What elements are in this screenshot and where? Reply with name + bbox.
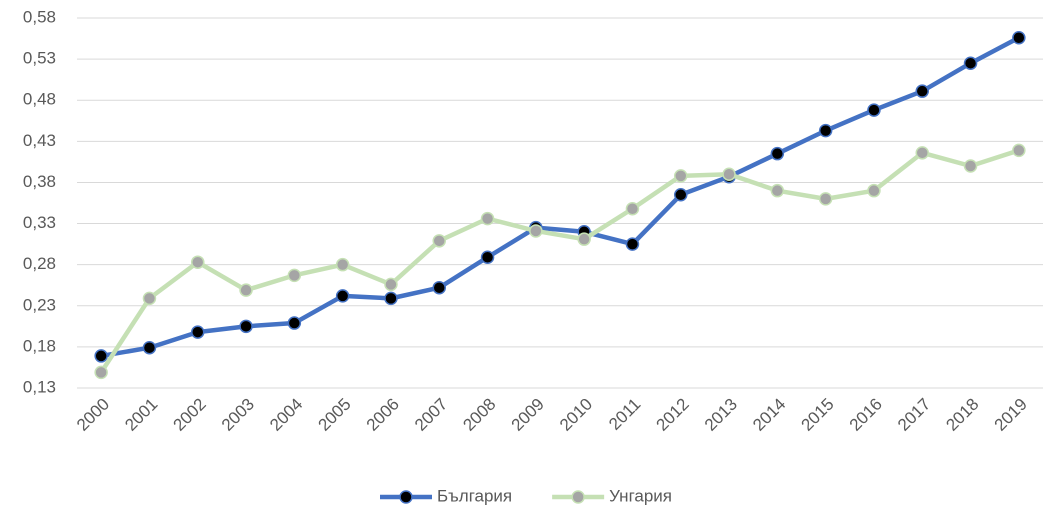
point-marker — [915, 84, 929, 98]
x-tick-label: 2017 — [894, 395, 934, 435]
point-marker — [335, 257, 350, 272]
y-tick-label: 0,23 — [23, 295, 56, 314]
point-marker — [770, 146, 785, 161]
point-marker — [480, 250, 495, 265]
point-marker — [1012, 143, 1026, 158]
point-marker — [963, 159, 978, 173]
x-tick-label: 2003 — [218, 395, 258, 435]
point-marker — [915, 146, 929, 160]
point-marker — [142, 340, 157, 355]
x-tick-label: 2010 — [556, 395, 596, 435]
point-marker — [625, 202, 640, 216]
point-marker — [432, 280, 446, 295]
point-marker — [384, 277, 398, 292]
point-marker — [94, 365, 108, 380]
point-marker — [239, 283, 253, 297]
point-marker — [674, 188, 688, 202]
point-marker — [94, 349, 108, 363]
x-tick-label: 2015 — [797, 395, 837, 435]
x-tick-label: 2018 — [942, 395, 982, 435]
point-marker — [529, 224, 543, 238]
x-tick-label: 2008 — [459, 395, 499, 435]
point-marker — [335, 289, 350, 303]
legend-label: България — [437, 486, 512, 505]
point-marker — [191, 255, 205, 269]
point-marker — [480, 211, 495, 226]
point-marker — [191, 325, 205, 339]
point-marker — [867, 103, 881, 117]
x-tick-label: 2002 — [170, 395, 210, 435]
x-tick-label: 2005 — [314, 395, 354, 435]
x-tick-label: 2016 — [846, 395, 886, 435]
x-tick-label: 2004 — [266, 395, 306, 435]
point-marker — [384, 291, 398, 306]
y-tick-label: 0,53 — [23, 49, 56, 68]
legend-marker — [399, 490, 413, 504]
point-marker — [239, 319, 253, 334]
x-tick-label: 2012 — [653, 395, 693, 435]
y-tick-label: 0,28 — [23, 254, 56, 273]
point-marker — [818, 192, 833, 206]
point-marker — [867, 183, 881, 198]
x-tick-label: 2014 — [749, 395, 789, 435]
x-tick-label: 2000 — [73, 395, 113, 435]
point-marker — [674, 169, 688, 183]
legend-label: Унгария — [609, 486, 672, 505]
x-tick-label: 2007 — [411, 395, 451, 435]
legend-marker — [571, 490, 585, 504]
y-tick-label: 0,43 — [23, 131, 56, 150]
x-tick-label: 2019 — [991, 395, 1031, 435]
point-marker — [287, 316, 302, 330]
x-tick-label: 2006 — [363, 395, 403, 435]
point-marker — [963, 56, 978, 70]
point-marker — [770, 183, 785, 198]
series-line — [99, 148, 1020, 374]
y-tick-label: 0,58 — [23, 7, 56, 26]
y-tick-label: 0,33 — [23, 213, 56, 232]
y-tick-label: 0,18 — [23, 336, 56, 355]
y-tick-label: 0,13 — [23, 377, 56, 396]
point-marker — [1012, 30, 1026, 45]
x-tick-label: 2009 — [508, 395, 548, 435]
series-line — [100, 35, 1020, 359]
point-marker — [287, 268, 302, 283]
point-marker — [577, 232, 591, 246]
point-marker — [142, 291, 157, 306]
x-tick-label: 2013 — [701, 395, 741, 435]
x-tick-label: 2011 — [605, 395, 644, 434]
point-marker — [432, 234, 446, 248]
point-marker — [625, 237, 640, 251]
x-tick-label: 2001 — [121, 395, 161, 435]
y-tick-label: 0,38 — [23, 172, 56, 191]
point-marker — [818, 123, 833, 138]
point-marker — [722, 167, 736, 181]
y-tick-label: 0,48 — [23, 90, 56, 109]
